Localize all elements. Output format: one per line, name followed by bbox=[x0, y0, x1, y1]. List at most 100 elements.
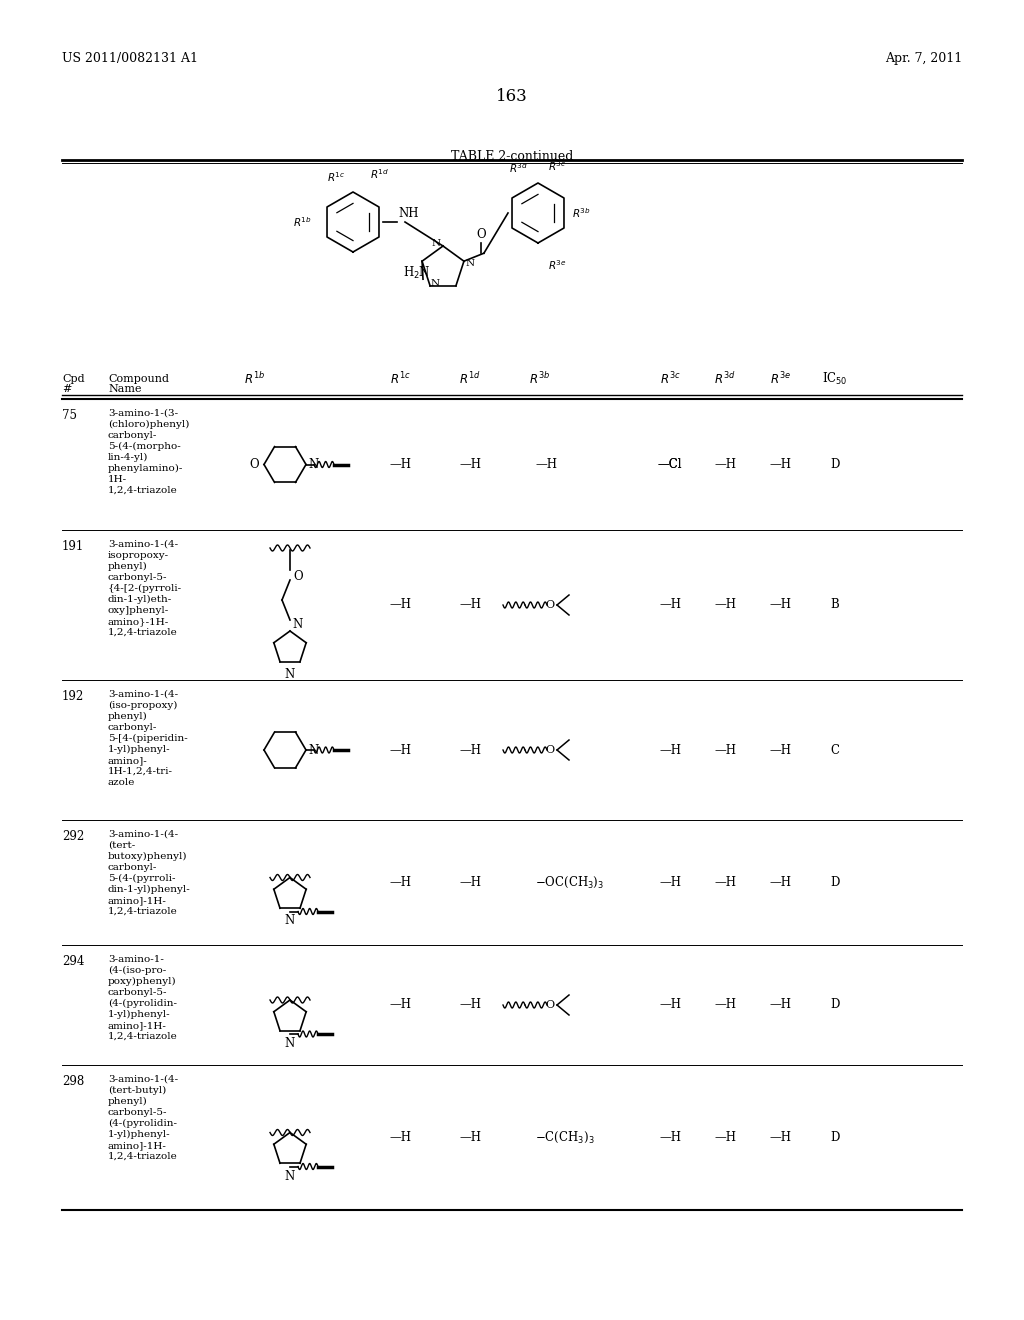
Text: 3-amino-1-(4-: 3-amino-1-(4- bbox=[108, 690, 178, 700]
Text: O: O bbox=[476, 228, 485, 242]
Text: amino]-1H-: amino]-1H- bbox=[108, 896, 167, 906]
Text: amino]-1H-: amino]-1H- bbox=[108, 1020, 167, 1030]
Text: 191: 191 bbox=[62, 540, 84, 553]
Text: carbonyl-: carbonyl- bbox=[108, 863, 158, 873]
Text: $R^{3c}$: $R^{3c}$ bbox=[548, 160, 566, 173]
Text: isopropoxy-: isopropoxy- bbox=[108, 550, 169, 560]
Text: (iso-propoxy): (iso-propoxy) bbox=[108, 701, 177, 710]
Text: $-$OC(CH$_3$)$_3$: $-$OC(CH$_3$)$_3$ bbox=[535, 875, 604, 890]
Text: poxy)phenyl): poxy)phenyl) bbox=[108, 977, 176, 986]
Text: $R^{1b}$: $R^{1b}$ bbox=[293, 215, 312, 228]
Text: 1H-: 1H- bbox=[108, 475, 127, 484]
Text: din-1-yl)phenyl-: din-1-yl)phenyl- bbox=[108, 884, 190, 894]
Text: 192: 192 bbox=[62, 690, 84, 704]
Text: O: O bbox=[546, 601, 555, 610]
Text: $R^{1d}$: $R^{1d}$ bbox=[370, 168, 389, 181]
Text: phenyl): phenyl) bbox=[108, 562, 147, 572]
Text: N: N bbox=[430, 279, 439, 288]
Text: amino]-1H-: amino]-1H- bbox=[108, 1140, 167, 1150]
Text: N: N bbox=[308, 458, 318, 471]
Text: amino]-: amino]- bbox=[108, 756, 147, 766]
Text: $R^{1b}$: $R^{1b}$ bbox=[245, 371, 265, 387]
Text: carbonyl-: carbonyl- bbox=[108, 432, 158, 440]
Text: —H: —H bbox=[769, 1131, 791, 1144]
Text: Apr. 7, 2011: Apr. 7, 2011 bbox=[885, 51, 962, 65]
Text: 1,2,4-triazole: 1,2,4-triazole bbox=[108, 486, 178, 495]
Text: din-1-yl)eth-: din-1-yl)eth- bbox=[108, 595, 172, 605]
Text: —H: —H bbox=[389, 876, 411, 888]
Text: (chloro)phenyl): (chloro)phenyl) bbox=[108, 420, 189, 429]
Text: lin-4-yl): lin-4-yl) bbox=[108, 453, 148, 462]
Text: N: N bbox=[432, 239, 441, 248]
Text: 298: 298 bbox=[62, 1074, 84, 1088]
Text: —H: —H bbox=[459, 743, 481, 756]
Text: $R^{3d}$: $R^{3d}$ bbox=[509, 161, 528, 176]
Text: D: D bbox=[830, 1131, 840, 1144]
Text: 5-(4-(morpho-: 5-(4-(morpho- bbox=[108, 442, 181, 451]
Text: 3-amino-1-(4-: 3-amino-1-(4- bbox=[108, 540, 178, 549]
Text: O: O bbox=[546, 1001, 555, 1010]
Text: phenyl): phenyl) bbox=[108, 711, 147, 721]
Text: $R^{3b}$: $R^{3b}$ bbox=[529, 371, 551, 387]
Text: 1,2,4-triazole: 1,2,4-triazole bbox=[108, 1032, 178, 1041]
Text: N: N bbox=[285, 668, 295, 681]
Text: N: N bbox=[285, 915, 295, 928]
Text: 1-yl)phenyl-: 1-yl)phenyl- bbox=[108, 744, 171, 754]
Text: —H: —H bbox=[389, 998, 411, 1011]
Text: Compound: Compound bbox=[108, 374, 169, 384]
Text: $R^{1c}$: $R^{1c}$ bbox=[327, 170, 345, 183]
Text: N: N bbox=[466, 259, 475, 268]
Text: 1,2,4-triazole: 1,2,4-triazole bbox=[108, 907, 178, 916]
Text: —H: —H bbox=[389, 1131, 411, 1144]
Text: —H: —H bbox=[714, 1131, 736, 1144]
Text: butoxy)phenyl): butoxy)phenyl) bbox=[108, 851, 187, 861]
Text: D: D bbox=[830, 458, 840, 471]
Text: —Cl: —Cl bbox=[657, 458, 682, 471]
Text: $R^{3b}$: $R^{3b}$ bbox=[572, 206, 591, 220]
Text: carbonyl-5-: carbonyl-5- bbox=[108, 987, 168, 997]
Text: D: D bbox=[830, 998, 840, 1011]
Text: —H: —H bbox=[659, 998, 681, 1011]
Text: (tert-: (tert- bbox=[108, 841, 135, 850]
Text: (tert-butyl): (tert-butyl) bbox=[108, 1086, 166, 1096]
Text: NH: NH bbox=[398, 207, 419, 220]
Text: carbonyl-5-: carbonyl-5- bbox=[108, 573, 168, 582]
Text: —H: —H bbox=[535, 458, 557, 471]
Text: —H: —H bbox=[714, 458, 736, 471]
Text: —H: —H bbox=[459, 998, 481, 1011]
Text: C: C bbox=[830, 743, 840, 756]
Text: #: # bbox=[62, 384, 72, 393]
Text: N: N bbox=[285, 1170, 295, 1183]
Text: H$_2$N: H$_2$N bbox=[403, 265, 431, 281]
Text: $R^{3e}$: $R^{3e}$ bbox=[769, 371, 791, 387]
Text: amino}-1H-: amino}-1H- bbox=[108, 616, 169, 626]
Text: N: N bbox=[292, 619, 302, 631]
Text: —Cl: —Cl bbox=[657, 458, 682, 471]
Text: 3-amino-1-: 3-amino-1- bbox=[108, 954, 164, 964]
Text: —H: —H bbox=[659, 876, 681, 888]
Text: 5-(4-(pyrroli-: 5-(4-(pyrroli- bbox=[108, 874, 175, 883]
Text: phenylamino)-: phenylamino)- bbox=[108, 465, 183, 473]
Text: —H: —H bbox=[714, 998, 736, 1011]
Text: 3-amino-1-(3-: 3-amino-1-(3- bbox=[108, 409, 178, 418]
Text: US 2011/0082131 A1: US 2011/0082131 A1 bbox=[62, 51, 198, 65]
Text: 3-amino-1-(4-: 3-amino-1-(4- bbox=[108, 1074, 178, 1084]
Text: —H: —H bbox=[714, 743, 736, 756]
Text: —H: —H bbox=[459, 458, 481, 471]
Text: $R^{3d}$: $R^{3d}$ bbox=[714, 371, 736, 387]
Text: 1-yl)phenyl-: 1-yl)phenyl- bbox=[108, 1130, 171, 1139]
Text: 5-[4-(piperidin-: 5-[4-(piperidin- bbox=[108, 734, 187, 743]
Text: (4-(iso-pro-: (4-(iso-pro- bbox=[108, 966, 166, 975]
Text: carbonyl-5-: carbonyl-5- bbox=[108, 1107, 168, 1117]
Text: —H: —H bbox=[459, 598, 481, 611]
Text: oxy]phenyl-: oxy]phenyl- bbox=[108, 606, 169, 615]
Text: —H: —H bbox=[659, 743, 681, 756]
Text: 75: 75 bbox=[62, 409, 77, 422]
Text: O: O bbox=[293, 569, 303, 582]
Text: 1,2,4-triazole: 1,2,4-triazole bbox=[108, 628, 178, 638]
Text: 294: 294 bbox=[62, 954, 84, 968]
Text: —H: —H bbox=[769, 598, 791, 611]
Text: $R^{3e}$: $R^{3e}$ bbox=[548, 257, 566, 272]
Text: —H: —H bbox=[459, 876, 481, 888]
Text: 1,2,4-triazole: 1,2,4-triazole bbox=[108, 1152, 178, 1162]
